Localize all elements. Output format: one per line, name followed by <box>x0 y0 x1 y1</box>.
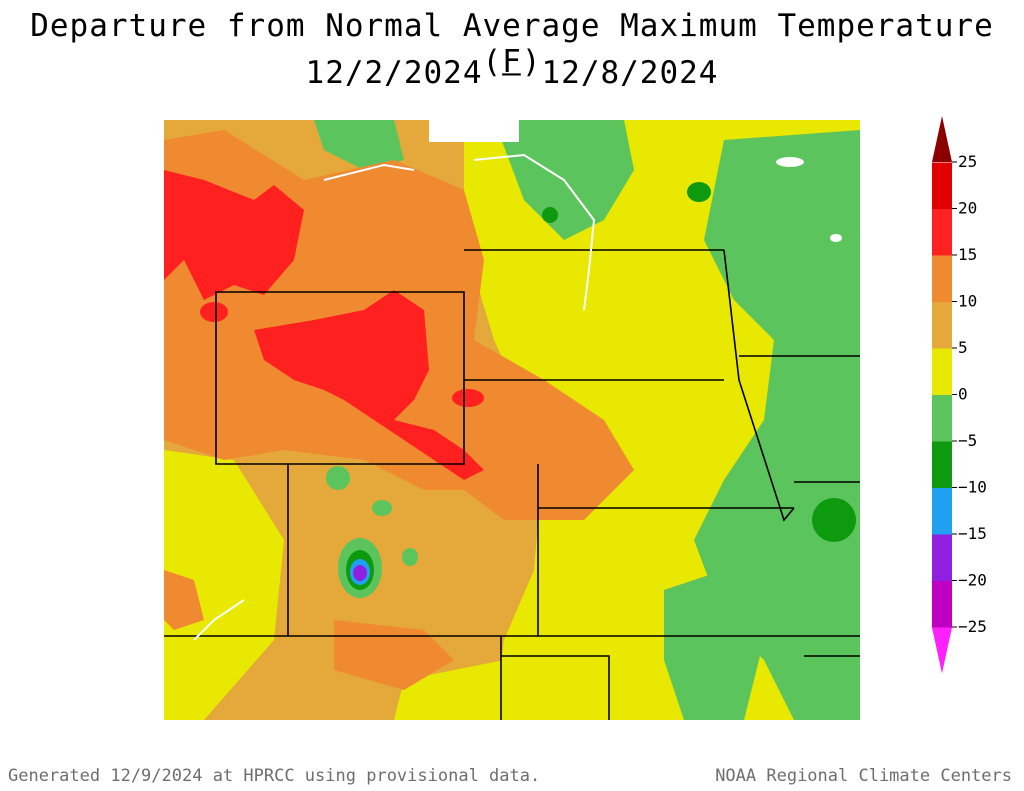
legend-tick-label: 15 <box>958 245 977 264</box>
legend-tick-label: −20 <box>958 571 987 590</box>
region-yellow-southwest <box>164 450 284 720</box>
legend-tick-label: 5 <box>958 338 968 357</box>
temperature-departure-map <box>164 120 860 720</box>
legend-tick-label: −15 <box>958 524 987 543</box>
legend-bin <box>932 302 952 349</box>
legend-bin <box>932 162 952 209</box>
legend-bin <box>932 627 952 674</box>
region-darkgreen-north2 <box>542 207 558 223</box>
legend-tick-label: 20 <box>958 199 977 218</box>
map-nodata-patch <box>429 120 519 142</box>
lake-patch <box>776 157 804 167</box>
legend-bin <box>932 441 952 488</box>
region-red-east <box>452 389 484 407</box>
legend-bin <box>932 488 952 535</box>
region-red-west <box>200 302 228 322</box>
legend-bin <box>932 348 952 395</box>
legend-tick-label: 0 <box>958 385 968 404</box>
map-title: Departure from Normal Average Maximum Te… <box>30 8 994 80</box>
region-orange-southwest <box>164 570 204 630</box>
region-green-southeast <box>664 570 764 720</box>
legend-bin <box>932 209 952 256</box>
legend-bin <box>932 116 952 162</box>
region-green-east <box>694 130 860 720</box>
legend-bin <box>932 581 952 628</box>
color-legend: 25 20 15 10 5 0 −5 −10 −15 −20 −25 <box>932 116 987 674</box>
region-red-central <box>254 290 484 480</box>
river-lines <box>193 153 596 641</box>
legend-tick-label: 25 <box>958 152 977 171</box>
region-yellow-south <box>394 660 524 720</box>
region-cold-spot-a <box>372 500 392 516</box>
lake-patch-2 <box>830 234 842 242</box>
legend-bin <box>932 255 952 302</box>
map-date-range: 12/2/2024 – 12/8/2024 <box>305 55 719 91</box>
region-green-north <box>314 120 404 170</box>
region-darkgreen-north <box>687 182 711 202</box>
legend-tick-label: −5 <box>958 431 977 450</box>
region-orange-south <box>334 620 454 690</box>
credit-note: NOAA Regional Climate Centers <box>715 766 1012 786</box>
legend-tick-label: −10 <box>958 478 987 497</box>
legend-tick-label: 10 <box>958 292 977 311</box>
legend-tick-label: −25 <box>958 617 987 636</box>
region-cold-spot-b <box>402 548 418 566</box>
region-cold-purple <box>353 565 367 581</box>
legend-bin <box>932 395 952 442</box>
region-red-northwest <box>164 170 304 300</box>
legend-bin <box>932 534 952 581</box>
region-cold-spot-c <box>326 466 350 490</box>
region-darkgreen-east <box>812 498 856 542</box>
state-boundaries <box>164 249 860 720</box>
generated-note: Generated 12/9/2024 at HPRCC using provi… <box>8 766 541 786</box>
